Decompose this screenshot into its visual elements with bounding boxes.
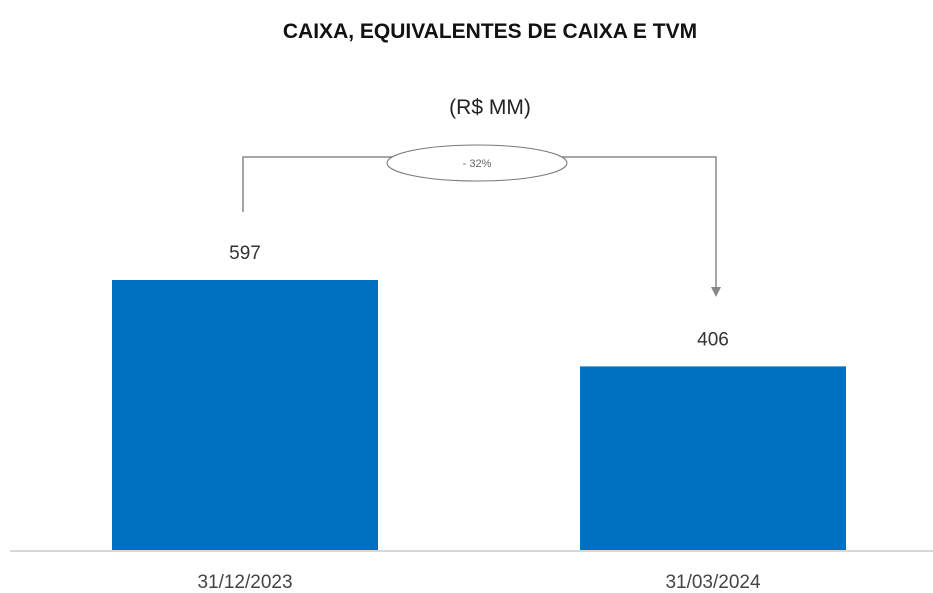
value-label: 597 <box>229 243 261 264</box>
chart-title: CAIXA, EQUIVALENTES DE CAIXA E TVM <box>282 20 698 43</box>
change-label: - 32% <box>463 158 492 170</box>
value-label: 406 <box>697 329 729 350</box>
change-bubble <box>386 144 568 182</box>
x-tick-label: 31/03/2024 <box>665 572 761 593</box>
bar <box>112 280 378 550</box>
bar <box>580 366 846 550</box>
x-tick-label: 31/12/2023 <box>197 572 292 593</box>
chart-subtitle: (R$ MM) <box>449 96 531 119</box>
